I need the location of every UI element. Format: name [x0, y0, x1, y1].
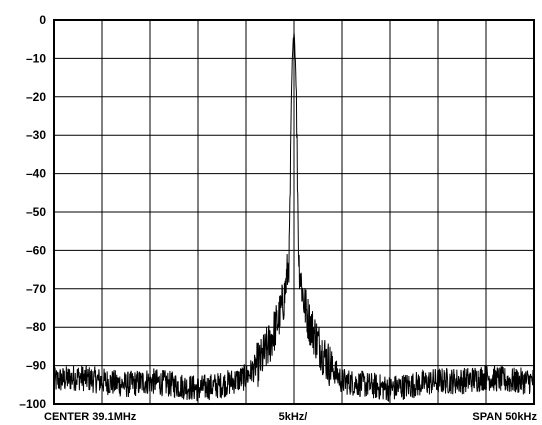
- scale-per-division-label: 5kHz/: [279, 411, 308, 423]
- spectrum-trace: [53, 32, 535, 402]
- y-tick-label: 0: [39, 13, 46, 27]
- y-tick-label: –10: [26, 51, 46, 65]
- y-tick-label: –70: [26, 282, 46, 296]
- y-tick-label: –60: [26, 243, 46, 257]
- y-tick-label: –90: [26, 359, 46, 373]
- y-tick-label: –100: [19, 397, 46, 411]
- y-tick-label: –80: [26, 320, 46, 334]
- plot-frame: [53, 19, 535, 405]
- center-frequency-label: CENTER 39.1MHz: [44, 411, 137, 423]
- y-tick-label: –40: [26, 167, 46, 181]
- y-tick-label: –50: [26, 205, 46, 219]
- span-label: SPAN 50kHz: [472, 411, 537, 423]
- y-tick-label: –30: [26, 128, 46, 142]
- y-tick-label: –20: [26, 90, 46, 104]
- chart-grid: [54, 20, 534, 404]
- y-axis-tick-labels: 0 –10 –20 –30 –40 –50 –60 –70 –80 –90 –100: [19, 13, 46, 411]
